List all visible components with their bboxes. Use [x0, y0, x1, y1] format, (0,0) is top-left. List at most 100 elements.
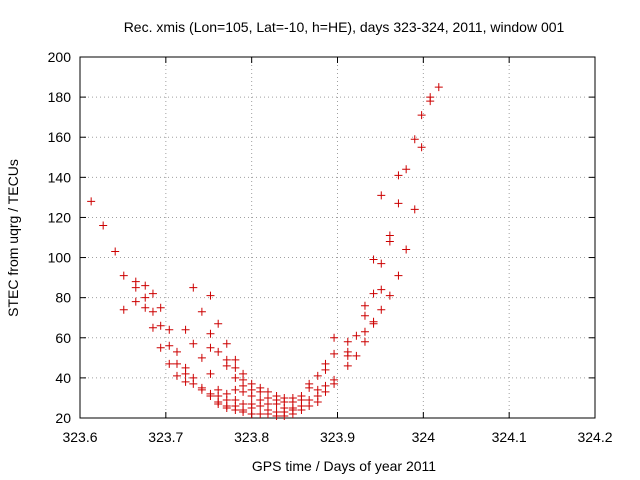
- data-point: [280, 411, 289, 420]
- data-point: [119, 271, 128, 280]
- data-point: [377, 305, 386, 314]
- y-tick-label: 160: [48, 129, 72, 145]
- data-point: [206, 329, 215, 338]
- data-point: [394, 199, 403, 208]
- data-point: [148, 323, 157, 332]
- data-point: [330, 379, 339, 388]
- data-point: [99, 221, 108, 230]
- data-point: [206, 343, 215, 352]
- data-point: [197, 385, 206, 394]
- data-point: [189, 339, 198, 348]
- data-point: [156, 321, 165, 330]
- data-point: [111, 247, 120, 256]
- data-point: [272, 399, 281, 408]
- data-point: [131, 283, 140, 292]
- data-point: [239, 387, 248, 396]
- data-point: [330, 349, 339, 358]
- y-tick-label: 40: [55, 370, 71, 386]
- data-point: [256, 409, 265, 418]
- data-point: [263, 409, 272, 418]
- data-point: [394, 271, 403, 280]
- y-tick-label: 180: [48, 89, 72, 105]
- data-point: [402, 165, 411, 174]
- data-point: [313, 397, 322, 406]
- x-tick-label: 323.6: [62, 429, 97, 445]
- axis-ticks: 323.6 323.7 323.8 323.9 324 324.1 324.2 20 40 60 8…: [48, 49, 613, 445]
- data-point: [189, 283, 198, 292]
- data-point: [165, 359, 174, 368]
- y-tick-label: 20: [55, 410, 71, 426]
- data-point: [352, 331, 361, 340]
- data-point: [222, 361, 231, 370]
- data-point: [352, 351, 361, 360]
- data-point: [313, 371, 322, 380]
- x-tick-label: 323.9: [320, 429, 355, 445]
- data-point: [231, 385, 240, 394]
- data-point: [231, 405, 240, 414]
- data-point: [321, 365, 330, 374]
- data-point: [343, 361, 352, 370]
- x-tick-label: 323.7: [148, 429, 183, 445]
- data-point: [197, 307, 206, 316]
- data-point: [426, 97, 435, 106]
- data-point: [256, 401, 265, 410]
- data-point: [222, 403, 231, 412]
- data-point: [434, 83, 443, 92]
- data-point: [165, 341, 174, 350]
- data-point: [206, 369, 215, 378]
- x-tick-label: 324.2: [577, 429, 612, 445]
- chart-title: Rec. xmis (Lon=105, Lat=-10, h=HE), days…: [124, 19, 565, 35]
- y-axis-label: STEC from uqrg / TECUs: [5, 159, 21, 317]
- data-point: [172, 347, 181, 356]
- data-point: [239, 407, 248, 416]
- data-point: [360, 337, 369, 346]
- grid-lines: [80, 57, 595, 418]
- data-point: [360, 301, 369, 310]
- data-point: [305, 401, 314, 410]
- data-point: [385, 237, 394, 246]
- x-tick-label: 323.8: [234, 429, 269, 445]
- plot-frame: [79, 56, 596, 419]
- data-point: [214, 347, 223, 356]
- data-point: [343, 337, 352, 346]
- data-point: [222, 339, 231, 348]
- data-point: [369, 289, 378, 298]
- data-point: [172, 371, 181, 380]
- data-point: [410, 135, 419, 144]
- data-point: [272, 411, 281, 420]
- data-point: [288, 409, 297, 418]
- data-point: [394, 171, 403, 180]
- data-point: [402, 245, 411, 254]
- data-point: [247, 409, 256, 418]
- data-point: [297, 405, 306, 414]
- data-point: [181, 377, 190, 386]
- data-point: [369, 255, 378, 264]
- data-point: [141, 281, 150, 290]
- data-point: [181, 369, 190, 378]
- data-point: [141, 293, 150, 302]
- data-point: [231, 355, 240, 364]
- data-point: [330, 333, 339, 342]
- data-point: [165, 325, 174, 334]
- y-tick-label: 120: [48, 209, 72, 225]
- data-point: [141, 303, 150, 312]
- data-point: [417, 111, 426, 120]
- data-point: [321, 387, 330, 396]
- data-point: [360, 327, 369, 336]
- y-tick-label: 60: [55, 330, 71, 346]
- data-point: [305, 383, 314, 392]
- data-point: [231, 363, 240, 372]
- data-point: [377, 285, 386, 294]
- data-point: [131, 297, 140, 306]
- data-point: [148, 289, 157, 298]
- data-point: [417, 143, 426, 152]
- data-point: [119, 305, 128, 314]
- data-point: [377, 191, 386, 200]
- data-point: [343, 351, 352, 360]
- data-point: [156, 343, 165, 352]
- x-tick-label: 324.1: [492, 429, 527, 445]
- data-point: [410, 205, 419, 214]
- data-point: [148, 307, 157, 316]
- data-point: [189, 379, 198, 388]
